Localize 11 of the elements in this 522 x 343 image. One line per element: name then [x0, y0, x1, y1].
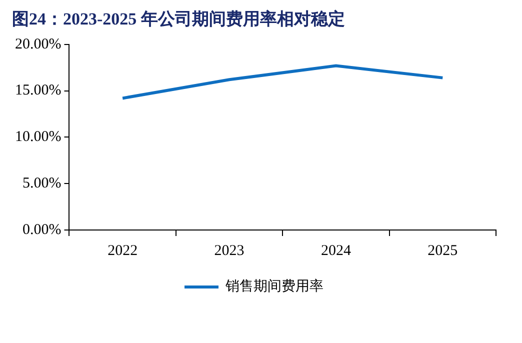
- y-tick-label: 15.00%: [14, 82, 62, 99]
- y-tick-label: 5.00%: [22, 176, 62, 192]
- legend-label: 销售期间费用率: [224, 278, 324, 295]
- y-tick-label: 0.00%: [22, 222, 62, 238]
- x-tick-label: 2023: [214, 242, 244, 259]
- y-tick-label: 20.00%: [14, 36, 62, 52]
- y-tick-label: 10.00%: [14, 129, 62, 146]
- chart-title: 图24：2023-2025 年公司期间费用率相对稳定: [12, 10, 345, 29]
- x-tick-label: 2022: [108, 242, 138, 259]
- x-tick-label: 2025: [428, 242, 458, 259]
- x-tick-label: 2024: [320, 242, 352, 259]
